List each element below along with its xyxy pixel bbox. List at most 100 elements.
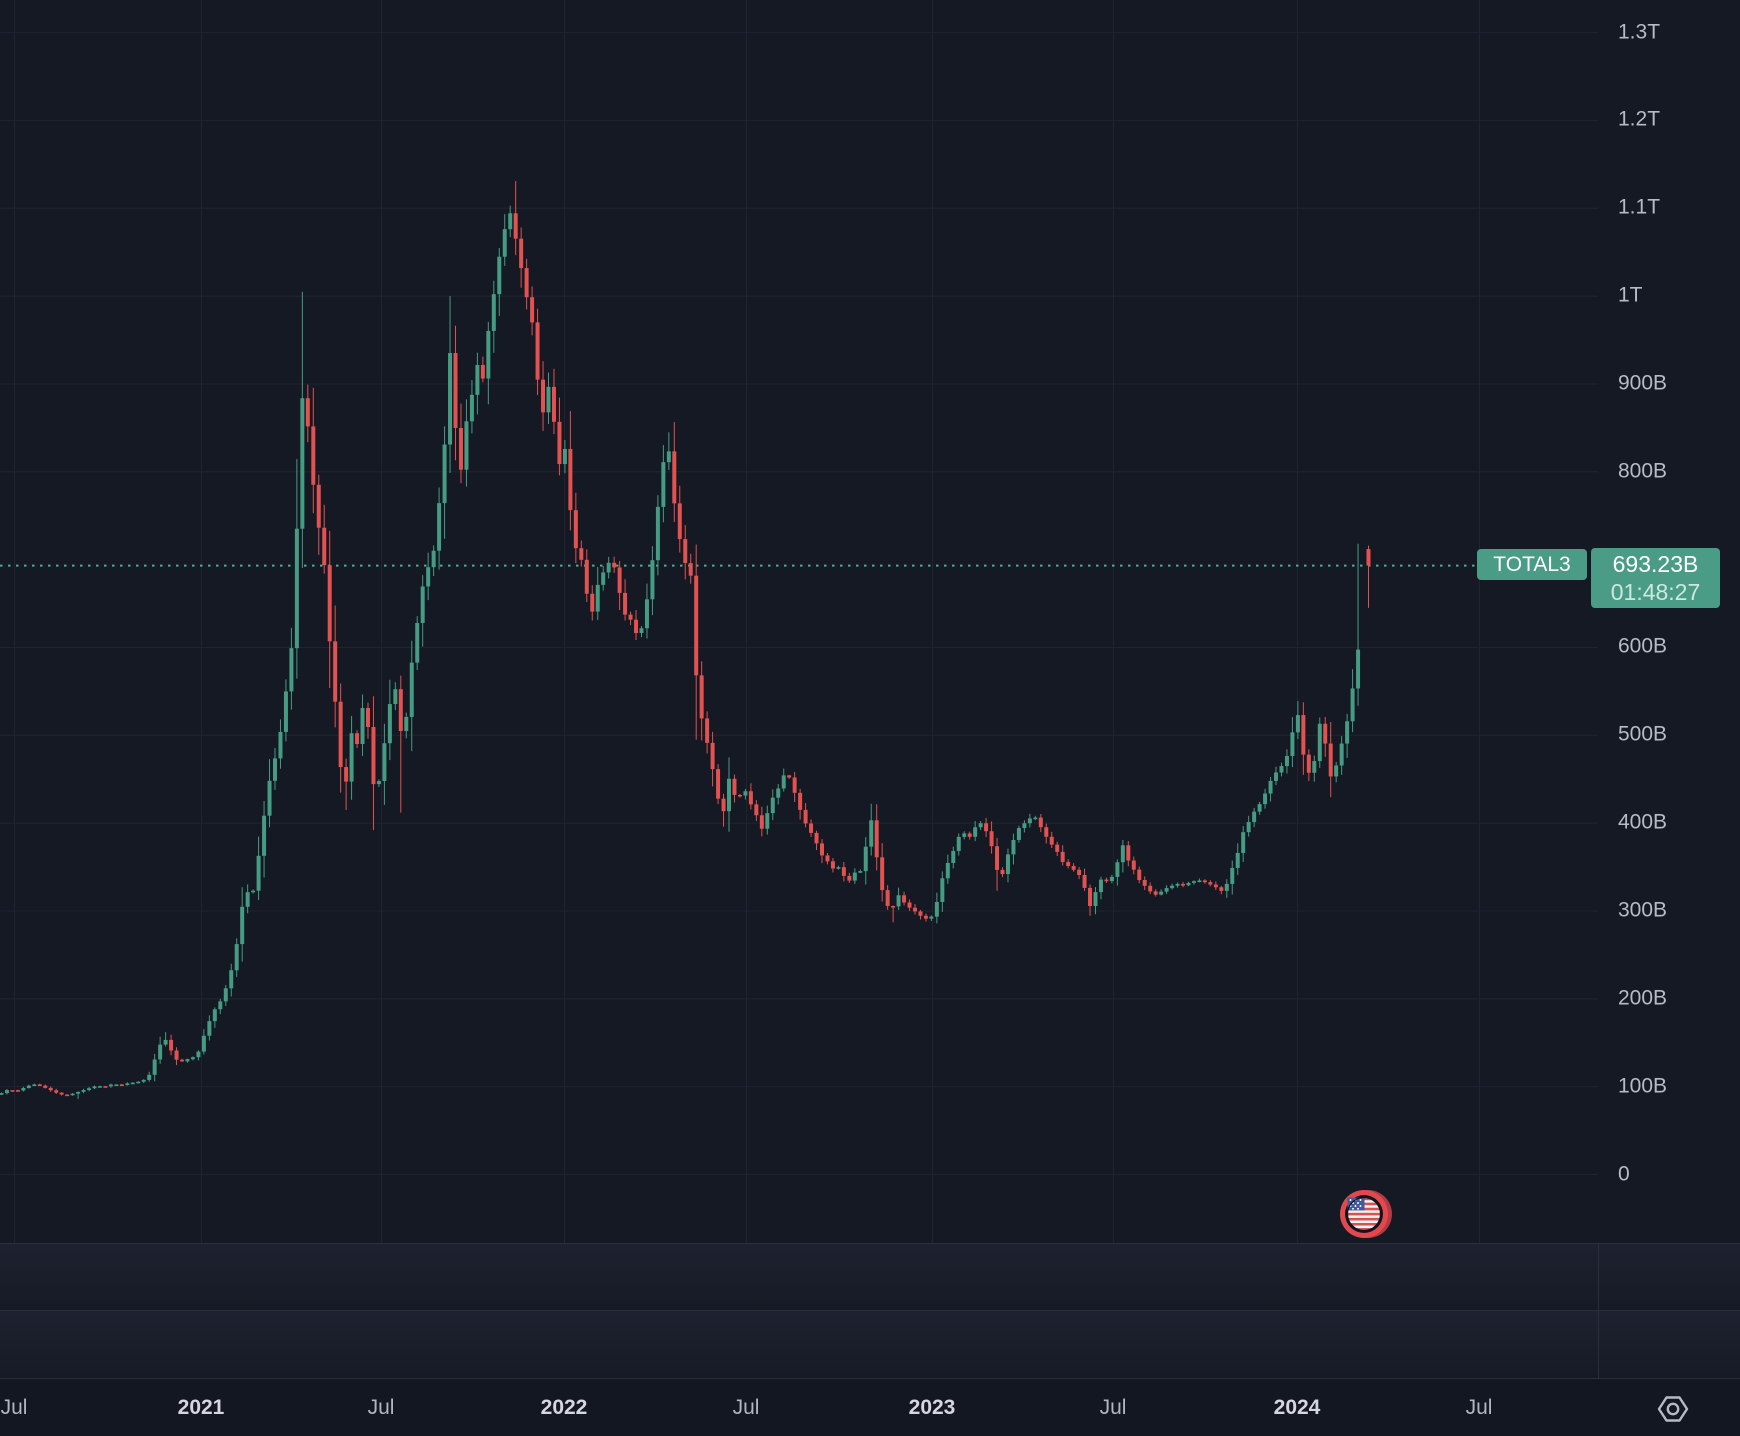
candle-body	[262, 815, 267, 856]
candle-body	[562, 448, 567, 465]
candle-body	[4, 1090, 9, 1094]
x-axis-label: 2021	[177, 1396, 225, 1419]
candle-body	[809, 823, 814, 833]
candle-body	[743, 791, 748, 796]
candle-body	[1060, 851, 1065, 862]
candle-body	[995, 846, 1000, 870]
candle-body	[557, 421, 562, 465]
gridlines	[0, 0, 1598, 1243]
candle-body	[787, 775, 792, 778]
candle-body	[590, 593, 595, 612]
axis-settings-gear-icon[interactable]	[1656, 1394, 1690, 1424]
flag-star	[1349, 1199, 1352, 1201]
candle-body	[1170, 885, 1175, 889]
candle-body	[858, 871, 863, 873]
us-flag-coin-icon[interactable]	[1334, 1186, 1400, 1246]
candle-body	[491, 294, 496, 331]
candle-body	[546, 386, 551, 413]
candle-body	[114, 1084, 119, 1087]
candle-body	[502, 229, 507, 257]
candle-body	[180, 1059, 185, 1062]
candle-body	[185, 1059, 190, 1062]
candle-body	[1082, 874, 1087, 888]
candle-body	[480, 364, 485, 379]
candle-body	[1208, 882, 1213, 885]
candle-body	[1312, 761, 1317, 773]
candle-body	[1366, 549, 1371, 566]
candle-body	[820, 843, 824, 856]
candle-body	[1252, 811, 1257, 823]
candle-body	[1033, 817, 1038, 820]
candle-body	[338, 701, 343, 768]
candle-body	[267, 780, 272, 816]
candle-body	[792, 777, 797, 793]
candle-body	[945, 863, 950, 879]
candle-body	[672, 451, 677, 504]
candle-body	[967, 833, 972, 837]
candle-body	[327, 565, 332, 642]
candle-body	[1202, 880, 1207, 883]
candle-body	[1005, 854, 1010, 875]
candle-body	[360, 707, 365, 745]
candle-body	[1066, 861, 1071, 867]
y-axis-label: 400B	[1618, 810, 1668, 834]
candle-body	[1241, 832, 1246, 853]
last-price-value: 693.23B	[1612, 551, 1699, 578]
candle-body	[201, 1035, 206, 1052]
candle-body	[1104, 879, 1109, 882]
candle-body	[1356, 649, 1361, 689]
x-axis-label: 2024	[1273, 1396, 1321, 1419]
candle-body	[1109, 876, 1114, 882]
candle-body	[92, 1086, 97, 1089]
candle-body	[1284, 755, 1289, 767]
candle-body	[442, 444, 447, 504]
last-price-flag: 693.23B 01:48:27	[1591, 548, 1720, 609]
candle-body	[1181, 883, 1186, 886]
x-axis-label: 2022	[540, 1396, 588, 1419]
candle-body	[1197, 880, 1202, 883]
candle-body	[212, 1009, 217, 1022]
candle-body	[163, 1039, 168, 1045]
candle-body	[81, 1090, 86, 1092]
y-axis-label: 0	[1618, 1162, 1630, 1186]
candle-body	[825, 855, 830, 862]
candle-body	[1016, 828, 1021, 840]
candle-body	[59, 1092, 64, 1095]
candle-body	[962, 833, 967, 837]
candle-body	[0, 1093, 4, 1095]
candle-body	[458, 427, 463, 470]
candle-body	[486, 330, 491, 379]
candle-body	[584, 559, 589, 594]
candle-body	[716, 769, 721, 799]
candle-body	[344, 767, 349, 782]
candle-body	[617, 567, 622, 593]
candle-body	[475, 364, 480, 395]
candle-body	[880, 857, 885, 891]
candle-body	[573, 510, 578, 549]
candle-body	[37, 1084, 42, 1087]
y-axis-label: 800B	[1618, 459, 1668, 483]
candle-body	[1268, 780, 1273, 794]
candle-body	[798, 792, 803, 810]
flag-stripe	[1347, 1228, 1381, 1231]
candle-body	[737, 794, 742, 797]
candle-body	[1055, 844, 1060, 852]
candle-body	[333, 641, 338, 702]
candle-body	[1301, 715, 1306, 755]
candle-body	[666, 451, 671, 463]
y-axis-label: 500B	[1618, 722, 1668, 746]
candle-body	[43, 1085, 48, 1088]
candle-body	[535, 322, 540, 380]
candle-body	[896, 895, 901, 907]
candle-body	[1022, 823, 1027, 829]
candle-body	[404, 716, 409, 732]
candle-body	[87, 1088, 92, 1091]
symbol-price-label: TOTAL3	[1477, 549, 1587, 581]
candle-body	[1339, 743, 1344, 766]
candle-body	[103, 1086, 108, 1088]
y-axis-label: 600B	[1618, 634, 1668, 658]
x-axis-label: Jul	[367, 1396, 395, 1419]
candle-body	[978, 823, 983, 828]
candle-body	[1137, 869, 1142, 881]
